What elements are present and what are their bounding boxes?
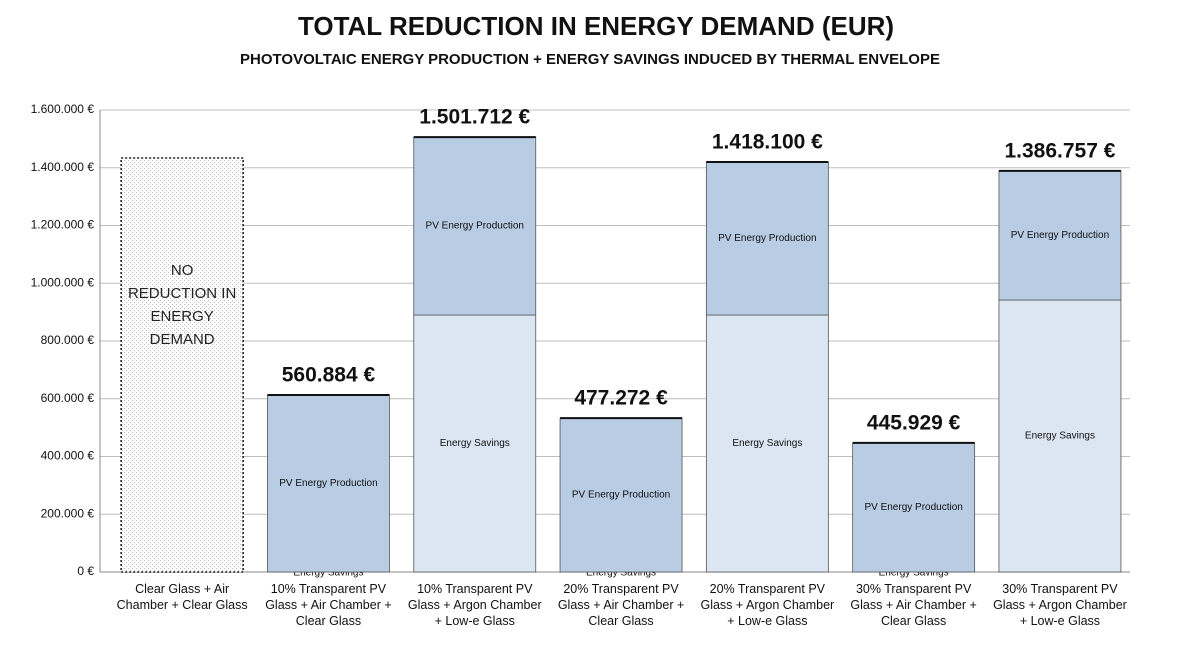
- segment-label: PV Energy Production: [426, 221, 524, 232]
- total-label: 445.929 €: [867, 411, 961, 434]
- segment-label: Energy Savings: [440, 438, 510, 449]
- bar-segment: [998, 170, 1122, 301]
- x-tick-label: 30% Transparent PV Glass + Argon Chamber…: [993, 582, 1127, 628]
- y-tick-label: 800.000 €: [41, 333, 95, 347]
- total-label: 1.386.757 €: [1004, 139, 1115, 162]
- segment-label: PV Energy Production: [279, 478, 377, 489]
- bar-segment: [705, 161, 829, 316]
- chart-title: TOTAL REDUCTION IN ENERGY DEMAND (EUR): [298, 11, 894, 41]
- y-tick-label: 1.400.000 €: [31, 160, 95, 174]
- segment-label: PV Energy Production: [1011, 230, 1109, 241]
- segment-label: Energy Savings: [732, 438, 802, 449]
- chart-subtitle: PHOTOVOLTAIC ENERGY PRODUCTION + ENERGY …: [240, 51, 940, 68]
- y-tick-label: 1.600.000 €: [31, 102, 95, 116]
- x-tick-label: 10% Transparent PV Glass + Air Chamber +…: [265, 582, 392, 628]
- x-tick-label: 20% Transparent PV Glass + Argon Chamber…: [700, 582, 835, 628]
- x-tick-label: Clear Glass + Air Chamber + Clear Glass: [116, 582, 248, 612]
- bar-segment: [267, 394, 390, 573]
- annotation: NO REDUCTION IN ENERGY DEMAND: [127, 262, 237, 348]
- x-tick-label: 30% Transparent PV Glass + Air Chamber +…: [850, 582, 977, 628]
- y-tick-label: 1.200.000 €: [31, 218, 95, 232]
- bar-segment: [998, 299, 1122, 573]
- y-tick-label: 400.000 €: [41, 449, 95, 463]
- x-tick-label: 20% Transparent PV Glass + Air Chamber +…: [557, 582, 685, 628]
- bar-segment: [852, 442, 976, 573]
- segment-label: Energy Savings: [293, 568, 363, 579]
- bar-segment: [413, 136, 537, 316]
- x-tick-label: 10% Transparent PV Glass + Argon Chamber…: [407, 582, 542, 628]
- bar-segment: [413, 314, 537, 573]
- total-label: 560.884 €: [282, 364, 376, 387]
- bar-segment: [559, 417, 683, 573]
- y-tick-label: 200.000 €: [41, 506, 95, 520]
- segment-label: Energy Savings: [879, 568, 949, 579]
- segment-label: Energy Savings: [586, 568, 656, 579]
- segment-label: PV Energy Production: [718, 233, 816, 244]
- bar-segment: [705, 314, 829, 573]
- y-tick-label: 600.000 €: [41, 391, 95, 405]
- placeholder-bar: [120, 157, 244, 573]
- segment-label: PV Energy Production: [864, 502, 962, 513]
- segment-label: Energy Savings: [1025, 431, 1095, 442]
- segment-label: PV Energy Production: [572, 490, 670, 501]
- y-tick-label: 0 €: [77, 564, 94, 578]
- total-label: 1.418.100 €: [712, 131, 823, 154]
- total-label: 477.272 €: [574, 387, 668, 410]
- y-tick-label: 1.000.000 €: [31, 275, 95, 289]
- total-label: 1.501.712 €: [419, 106, 530, 129]
